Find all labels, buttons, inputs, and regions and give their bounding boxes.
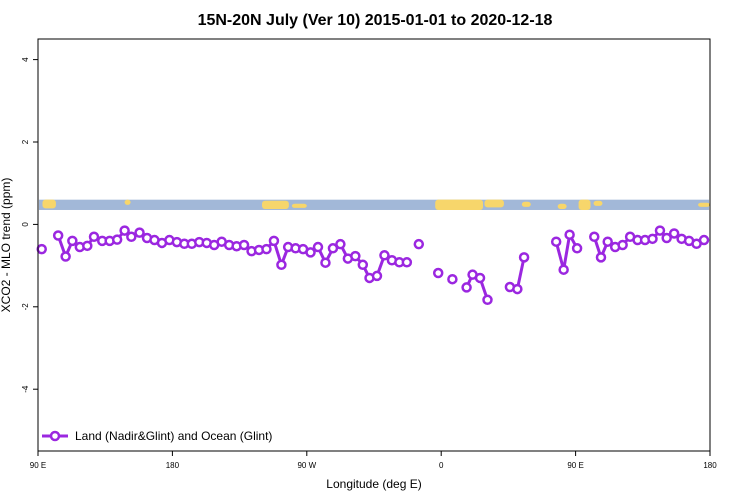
y-tick-label: -4: [21, 385, 30, 393]
legend-label: Land (Nadir&Glint) and Ocean (Glint): [75, 429, 272, 443]
data-point: [320, 257, 331, 268]
map-land: [557, 203, 567, 209]
map-land: [291, 203, 307, 208]
data-point: [312, 241, 324, 253]
map-land: [42, 199, 56, 209]
data-point: [589, 231, 600, 243]
data-point: [654, 225, 666, 236]
data-point: [447, 273, 458, 285]
x-tick-label: 180: [703, 461, 717, 470]
data-point: [111, 234, 123, 245]
map-land: [593, 200, 603, 206]
data-point: [661, 232, 672, 244]
map-land: [698, 202, 710, 207]
x-axis: 90 E 180 90 W 0 90 E 180: [30, 451, 717, 470]
data-point: [350, 250, 361, 262]
data-point: [595, 252, 607, 263]
data-point: [518, 252, 530, 263]
chart-title: 15N-20N July (Ver 10) 2015-01-01 to 2020…: [198, 12, 553, 29]
data-point: [602, 236, 613, 247]
data-point: [512, 283, 523, 295]
y-axis: 4 2 0 -2 -4: [21, 57, 38, 393]
legend-marker: [49, 430, 61, 442]
y-axis-label: XCO2 - MLO trend (ppm): [0, 178, 13, 313]
map-land: [484, 199, 504, 208]
y-tick-label: 0: [21, 222, 30, 227]
series-line: [554, 230, 579, 271]
data-point: [647, 233, 658, 245]
data-point: [558, 264, 569, 275]
data-point: [327, 243, 339, 254]
data-point: [550, 236, 562, 247]
x-tick-label: 90 E: [567, 461, 583, 470]
x-tick-label: 90 W: [297, 461, 316, 470]
data-point: [668, 228, 680, 239]
data-point: [413, 238, 425, 250]
data-point: [571, 243, 583, 254]
plot-frame: [37, 38, 711, 452]
data-point: [119, 225, 130, 236]
data-point: [401, 257, 413, 268]
x-tick-label: 180: [166, 461, 180, 470]
data-point: [82, 240, 93, 252]
map-land: [578, 199, 591, 210]
x-axis-label: Longitude (deg E): [326, 477, 421, 491]
map-land: [521, 201, 531, 207]
map-land: [262, 200, 289, 209]
series-layer: [36, 225, 710, 306]
data-point: [276, 259, 287, 271]
data-point: [461, 282, 472, 293]
x-tick-label: 90 E: [30, 461, 46, 470]
data-point: [698, 234, 710, 246]
data-point: [67, 235, 78, 247]
data-point: [36, 243, 47, 255]
y-tick-label: 2: [21, 139, 30, 144]
data-point: [617, 239, 628, 251]
data-point: [126, 231, 137, 243]
data-point: [305, 247, 316, 258]
data-point: [357, 259, 369, 271]
y-tick-label: -2: [21, 303, 30, 311]
data-point: [432, 267, 444, 279]
data-point: [268, 235, 280, 247]
data-point: [335, 238, 346, 250]
map-strip: [39, 199, 710, 210]
y-tick-label: 4: [21, 57, 30, 62]
data-point: [371, 270, 383, 282]
data-point: [52, 230, 64, 241]
data-point: [261, 243, 272, 255]
map-land: [124, 199, 131, 205]
data-point: [379, 250, 390, 261]
data-point: [238, 239, 250, 251]
data-point: [134, 227, 145, 238]
legend: Land (Nadir&Glint) and Ocean (Glint): [42, 429, 272, 443]
data-point: [60, 251, 71, 262]
map-land: [435, 199, 484, 210]
x-tick-label: 0: [439, 461, 444, 470]
data-point: [474, 272, 486, 284]
map-ocean: [39, 199, 709, 210]
data-point: [88, 231, 100, 243]
data-point: [564, 229, 575, 240]
data-point: [482, 294, 493, 306]
